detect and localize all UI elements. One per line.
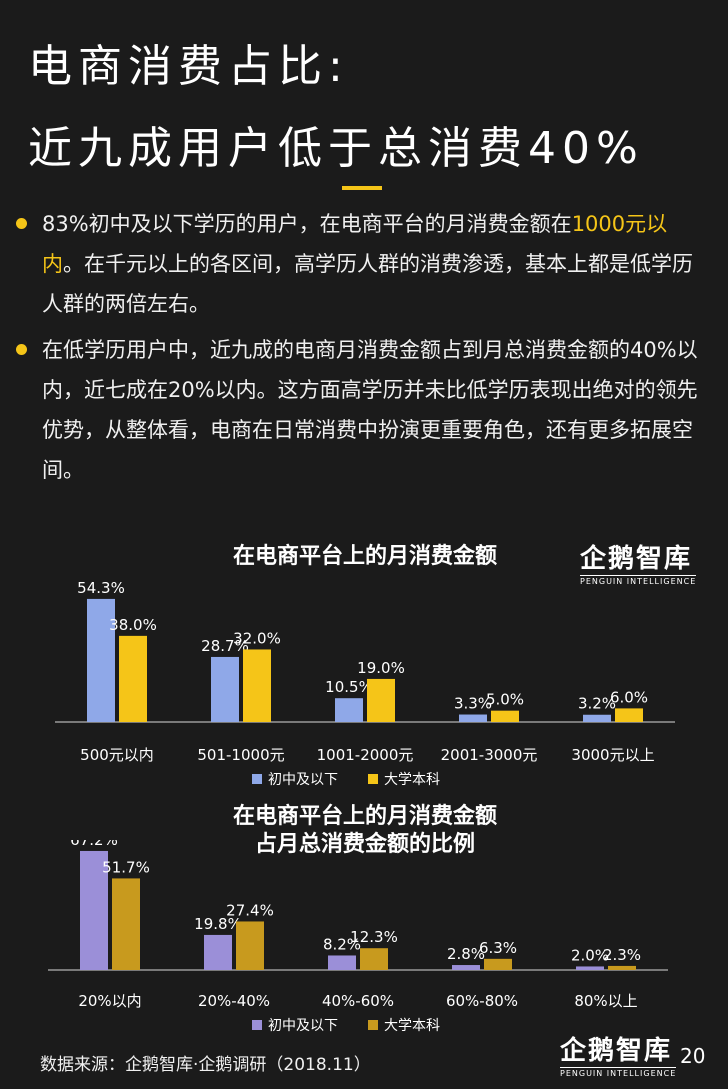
data-label: 2.3% bbox=[603, 946, 641, 964]
legend-label: 初中及以下 bbox=[268, 1017, 338, 1034]
bar-junior-4 bbox=[459, 714, 487, 722]
data-label: 12.3% bbox=[350, 928, 398, 946]
data-label: 32.0% bbox=[233, 629, 281, 647]
bar-junior-4 bbox=[452, 965, 480, 970]
bullet-1-highlight: 1000元以内 bbox=[42, 212, 668, 276]
bar-junior-5 bbox=[583, 714, 611, 722]
category-label: 60%-80% bbox=[446, 992, 518, 1010]
bar-bachelor-2 bbox=[236, 921, 264, 970]
bar-junior-5 bbox=[576, 966, 604, 970]
bar-bachelor-1 bbox=[119, 635, 147, 722]
data-label: 54.3% bbox=[77, 579, 125, 597]
bullet-1-text-end: 。在千元以上的各区间，高学历人群的消费渗透，基本上都是低学历人群的两倍左右。 bbox=[42, 252, 693, 316]
bullet-1-text-start: 83%初中及以下学历的用户，在电商平台的月消费金额在 bbox=[42, 212, 572, 236]
category-label: 501-1000元 bbox=[197, 746, 284, 764]
category-label: 20%-40% bbox=[198, 992, 270, 1010]
logo-name: 企鹅智库 bbox=[560, 1036, 673, 1066]
page-number: 20 bbox=[680, 1044, 706, 1068]
bar-junior-2 bbox=[204, 934, 232, 970]
chart-2-title-line-2: 占月总消费金额的比例 bbox=[254, 832, 475, 857]
data-label: 19.0% bbox=[357, 659, 405, 677]
legend-swatch bbox=[368, 774, 378, 784]
bar-junior-3 bbox=[335, 698, 363, 722]
data-label: 2.0% bbox=[571, 946, 609, 964]
bar-bachelor-3 bbox=[360, 948, 388, 970]
bullet-dot-icon bbox=[16, 218, 27, 229]
data-label: 38.0% bbox=[109, 616, 157, 634]
data-label: 3.2% bbox=[578, 695, 616, 713]
data-label: 28.7% bbox=[201, 637, 249, 655]
bar-junior-3 bbox=[328, 955, 356, 970]
bar-bachelor-1 bbox=[112, 878, 140, 970]
data-label: 19.8% bbox=[194, 915, 242, 933]
bar-junior-2 bbox=[211, 656, 239, 722]
bar-junior-1 bbox=[87, 598, 115, 722]
penguin-logo-footer: 企鹅智库 PENGUIN INTELLIGENCE bbox=[560, 1030, 677, 1078]
legend-label: 初中及以下 bbox=[268, 771, 338, 788]
category-label: 20%以内 bbox=[78, 992, 141, 1010]
data-label: 27.4% bbox=[226, 901, 274, 919]
source-note: 数据来源：企鹅智库·企鹅调研（2018.11） bbox=[40, 1055, 371, 1075]
bar-bachelor-2 bbox=[243, 649, 271, 722]
bullet-item-1: 83%初中及以下学历的用户，在电商平台的月消费金额在1000元以内。在千元以上的… bbox=[16, 204, 706, 324]
legend-swatch bbox=[252, 774, 262, 784]
bar-bachelor-4 bbox=[491, 710, 519, 722]
category-label: 2001-3000元 bbox=[441, 746, 538, 764]
data-label: 51.7% bbox=[102, 858, 150, 876]
category-label: 1001-2000元 bbox=[317, 746, 414, 764]
page-title-line-2: 近九成用户低于总消费40% bbox=[28, 123, 644, 174]
bar-bachelor-5 bbox=[615, 708, 643, 722]
category-label: 80%以上 bbox=[574, 992, 637, 1010]
chart-1-title: 在电商平台上的月消费金额 bbox=[232, 544, 497, 569]
logo-subtitle: PENGUIN INTELLIGENCE bbox=[560, 1067, 677, 1078]
data-label: 3.3% bbox=[454, 695, 492, 713]
legend-label: 大学本科 bbox=[384, 772, 440, 788]
chart-2: 67.2% 51.7% 20%以内 19.8%27.4% 20%-40% 8.2%12.3… bbox=[48, 840, 668, 1034]
logo-subtitle: PENGUIN INTELLIGENCE bbox=[580, 575, 697, 586]
logo-name: 企鹅智库 bbox=[580, 544, 693, 574]
bar-bachelor-3 bbox=[367, 678, 395, 722]
page-title-line-1: 电商消费占比: bbox=[28, 41, 349, 92]
category-label: 3000元以上 bbox=[571, 746, 654, 764]
bullet-2-text: 在低学历用户中，近九成的电商月消费金额占到月总消费金额的40%以内，近七成在20… bbox=[42, 338, 698, 482]
data-label: 6.0% bbox=[610, 688, 648, 706]
bullet-list: 83%初中及以下学历的用户，在电商平台的月消费金额在1000元以内。在千元以上的… bbox=[16, 204, 706, 496]
data-label: 2.8% bbox=[447, 945, 485, 963]
data-label: 5.0% bbox=[486, 691, 524, 709]
legend-label: 大学本科 bbox=[384, 1018, 440, 1034]
legend-swatch bbox=[252, 1020, 262, 1030]
bar-junior-1 bbox=[80, 850, 108, 970]
data-label: 67.2% bbox=[70, 840, 118, 849]
legend-swatch bbox=[368, 1020, 378, 1030]
category-label: 40%-60% bbox=[322, 992, 394, 1010]
data-label: 6.3% bbox=[479, 939, 517, 957]
bullet-dot-icon bbox=[16, 344, 27, 355]
chart-2-title-line-1: 在电商平台上的月消费金额 bbox=[232, 804, 497, 829]
data-label: 8.2% bbox=[323, 935, 361, 953]
penguin-logo: 企鹅智库 PENGUIN INTELLIGENCE bbox=[580, 538, 697, 586]
title-divider bbox=[342, 186, 382, 190]
bar-bachelor-5 bbox=[608, 965, 636, 970]
bullet-item-2: 在低学历用户中，近九成的电商月消费金额占到月总消费金额的40%以内，近七成在20… bbox=[16, 330, 706, 490]
data-label: 10.5% bbox=[325, 678, 373, 696]
category-label: 500元以内 bbox=[80, 746, 154, 764]
bar-bachelor-4 bbox=[484, 958, 512, 970]
chart-1: 54.3% 38.0% 500元以内 28.7%32.0% 501-1000元 10.5%… bbox=[55, 579, 675, 788]
